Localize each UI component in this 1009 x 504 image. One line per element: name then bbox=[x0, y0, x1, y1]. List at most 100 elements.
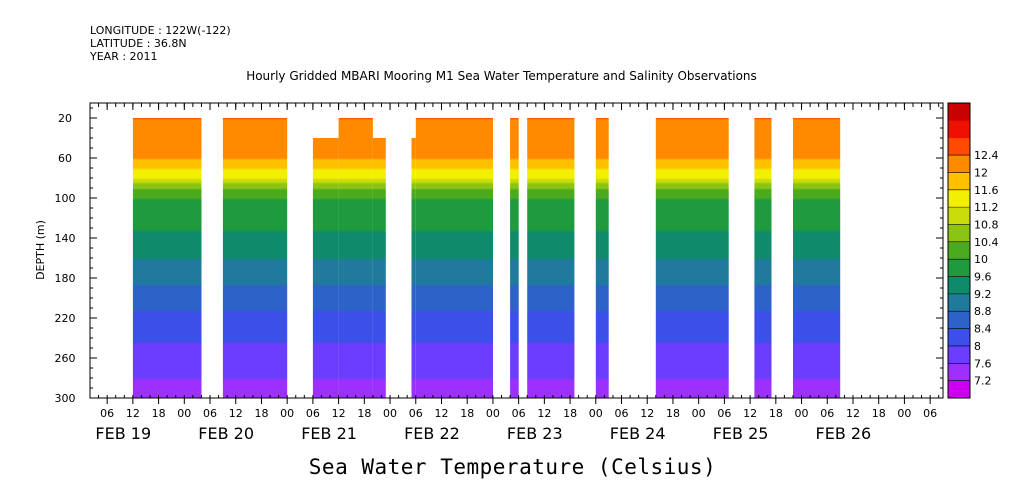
x-hour-label: 12 bbox=[743, 407, 757, 420]
colorbar-label: 11.2 bbox=[974, 201, 999, 214]
x-hour-label: 00 bbox=[177, 407, 191, 420]
y-tick-label: 220 bbox=[55, 312, 76, 325]
colorbar-label: 10 bbox=[974, 253, 988, 266]
y-tick-label: 260 bbox=[55, 352, 76, 365]
plot-area bbox=[132, 118, 841, 398]
colorbar-swatch bbox=[948, 311, 970, 329]
x-hour-label: 06 bbox=[717, 407, 731, 420]
colorbar-label: 9.6 bbox=[974, 271, 992, 284]
x-day-label: FEB 23 bbox=[507, 424, 563, 443]
data-segment-7 bbox=[510, 118, 519, 398]
colorbar-swatch bbox=[948, 380, 970, 399]
chart-title: Hourly Gridded MBARI Mooring M1 Sea Wate… bbox=[246, 69, 757, 83]
colorbar-label: 9.2 bbox=[974, 288, 992, 301]
colorbar-swatch bbox=[948, 276, 970, 295]
colorbar-label: 8.8 bbox=[974, 305, 992, 318]
data-segment-0 bbox=[132, 118, 202, 398]
longitude-label: LONGITUDE : 122W(-122) bbox=[90, 24, 231, 37]
x-hour-label: 18 bbox=[460, 407, 474, 420]
x-hour-label: 00 bbox=[897, 407, 911, 420]
x-hour-label: 18 bbox=[357, 407, 371, 420]
x-hour-label: 12 bbox=[537, 407, 551, 420]
x-hour-label: 06 bbox=[409, 407, 423, 420]
x-hour-label: 00 bbox=[589, 407, 603, 420]
x-hour-label: 00 bbox=[280, 407, 294, 420]
y-tick-label: 180 bbox=[55, 272, 76, 285]
colorbar-swatch bbox=[948, 241, 970, 260]
x-day-label: FEB 19 bbox=[95, 424, 151, 443]
data-segment-6 bbox=[415, 118, 493, 398]
y-tick-label: 300 bbox=[55, 392, 76, 405]
data-segment-12 bbox=[793, 118, 841, 398]
x-hour-label: 12 bbox=[332, 407, 346, 420]
colorbar-swatch bbox=[948, 293, 970, 312]
colorbar-label: 12 bbox=[974, 166, 988, 179]
x-hour-label: 06 bbox=[820, 407, 834, 420]
colorbar-swatch bbox=[948, 207, 970, 225]
data-segment-8 bbox=[527, 118, 575, 398]
x-hour-label: 18 bbox=[563, 407, 577, 420]
latitude-label: LATITUDE : 36.8N bbox=[90, 37, 187, 50]
data-segment-5 bbox=[411, 138, 416, 398]
colorbar-label: 8 bbox=[974, 340, 981, 353]
data-segment-11 bbox=[754, 118, 772, 398]
x-day-label: FEB 24 bbox=[610, 424, 666, 443]
x-day-label: FEB 22 bbox=[404, 424, 460, 443]
data-segment-9 bbox=[595, 118, 609, 398]
colorbar-swatch bbox=[948, 137, 970, 156]
x-hour-label: 18 bbox=[769, 407, 783, 420]
data-segment-10 bbox=[655, 118, 729, 398]
x-hour-label: 18 bbox=[872, 407, 886, 420]
y-axis-title: DEPTH (m) bbox=[34, 220, 47, 280]
x-hour-label: 06 bbox=[100, 407, 114, 420]
colorbar-label: 10.4 bbox=[974, 236, 999, 249]
colorbar-label: 12.4 bbox=[974, 149, 999, 162]
colorbar-frame bbox=[947, 102, 971, 399]
colorbar-swatch bbox=[948, 363, 970, 382]
x-hour-label: 00 bbox=[383, 407, 397, 420]
x-day-label: FEB 20 bbox=[198, 424, 254, 443]
x-hour-label: 06 bbox=[923, 407, 937, 420]
colorbar-swatch bbox=[948, 328, 970, 347]
x-hour-label: 12 bbox=[640, 407, 654, 420]
x-hour-label: 00 bbox=[795, 407, 809, 420]
colorbar-swatch bbox=[948, 189, 970, 208]
colorbar-label: 7.6 bbox=[974, 357, 992, 370]
colorbar-label: 11.6 bbox=[974, 184, 999, 197]
x-day-label: FEB 26 bbox=[816, 424, 872, 443]
plot-frame bbox=[89, 102, 944, 399]
x-hour-label: 18 bbox=[666, 407, 680, 420]
colorbar-swatch bbox=[948, 120, 970, 139]
colorbar-swatch bbox=[948, 103, 970, 121]
y-tick-label: 60 bbox=[58, 152, 72, 165]
colorbar-swatch bbox=[948, 259, 970, 277]
x-day-label: FEB 21 bbox=[301, 424, 357, 443]
x-hour-label: 12 bbox=[126, 407, 140, 420]
x-hour-label: 06 bbox=[512, 407, 526, 420]
colorbar-label: 10.8 bbox=[974, 218, 999, 231]
x-hour-label: 06 bbox=[203, 407, 217, 420]
data-segment-1 bbox=[222, 118, 288, 398]
colorbar: 7.2 7.6 8 8.4 8.8 9.2 9.6 10 10.4 10.8 11.2 11.6 12 1… bbox=[947, 102, 999, 399]
x-hour-label: 06 bbox=[306, 407, 320, 420]
axes: 06 12 18 00 06 12 18 00 06 12 18 00 06 12 18 00 06 12 18 00… bbox=[34, 102, 944, 443]
colorbar-swatch bbox=[948, 224, 970, 243]
y-tick-label: 140 bbox=[55, 232, 76, 245]
x-hour-label: 12 bbox=[846, 407, 860, 420]
colorbar-swatch bbox=[948, 172, 970, 191]
y-tick-label: 20 bbox=[58, 112, 72, 125]
x-hour-label: 12 bbox=[229, 407, 243, 420]
x-axis-title: Sea Water Temperature (Celsius) bbox=[308, 455, 717, 479]
y-tick-label: 100 bbox=[55, 192, 76, 205]
x-hour-label: 00 bbox=[486, 407, 500, 420]
x-hour-label: 18 bbox=[152, 407, 166, 420]
year-label: YEAR : 2011 bbox=[90, 50, 158, 63]
data-segment-2 bbox=[312, 138, 339, 398]
colorbar-label: 8.4 bbox=[974, 323, 992, 336]
data-segment-4 bbox=[372, 138, 386, 398]
x-hour-label: 18 bbox=[254, 407, 268, 420]
x-hour-label: 00 bbox=[692, 407, 706, 420]
colorbar-swatch bbox=[948, 155, 970, 173]
x-day-label: FEB 25 bbox=[713, 424, 769, 443]
